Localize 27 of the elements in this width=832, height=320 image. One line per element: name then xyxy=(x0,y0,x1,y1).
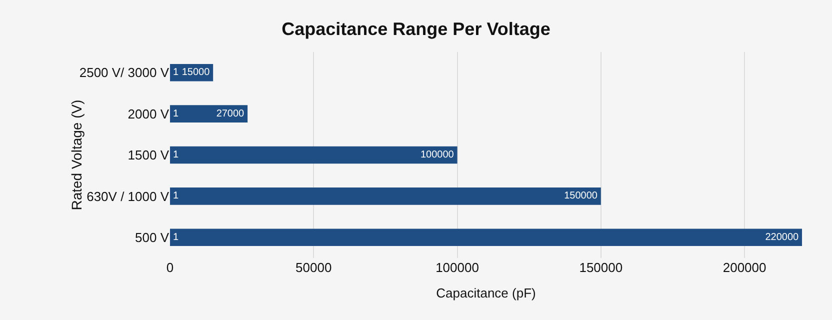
chart-title: Capacitance Range Per Voltage xyxy=(282,19,550,39)
bar xyxy=(170,105,248,122)
x-axis-title: Capacitance (pF) xyxy=(436,286,536,301)
data-label: 15000 xyxy=(182,67,210,78)
y-axis-title: Rated Voltage (V) xyxy=(68,100,85,210)
x-tick-label: 150000 xyxy=(579,260,623,275)
data-label: 220000 xyxy=(765,232,799,243)
y-tick-label: 630V / 1000 V xyxy=(86,188,170,204)
y-tick-label: 2000 V xyxy=(128,106,170,122)
data-label: 27000 xyxy=(216,108,245,120)
x-tick-label: 100000 xyxy=(436,260,479,275)
y-tick-label: 500 V xyxy=(135,230,170,245)
bar xyxy=(170,188,601,205)
x-tick-label: 200000 xyxy=(722,260,766,275)
x-tick-label: 50000 xyxy=(296,260,332,275)
data-label: 1 xyxy=(173,232,179,243)
data-label: 1 xyxy=(173,108,179,120)
data-label: 150000 xyxy=(564,190,598,202)
x-tick-label: 0 xyxy=(166,260,174,275)
data-label: 100000 xyxy=(420,150,454,160)
y-tick-label: 1500 V xyxy=(128,148,170,163)
data-label: 1 xyxy=(173,150,179,160)
data-label: 1 xyxy=(173,67,179,78)
y-tick-label: 2500 V/ 3000 V xyxy=(79,65,170,80)
data-label: 1 xyxy=(173,190,179,202)
bar xyxy=(170,146,458,164)
bar xyxy=(170,228,802,246)
